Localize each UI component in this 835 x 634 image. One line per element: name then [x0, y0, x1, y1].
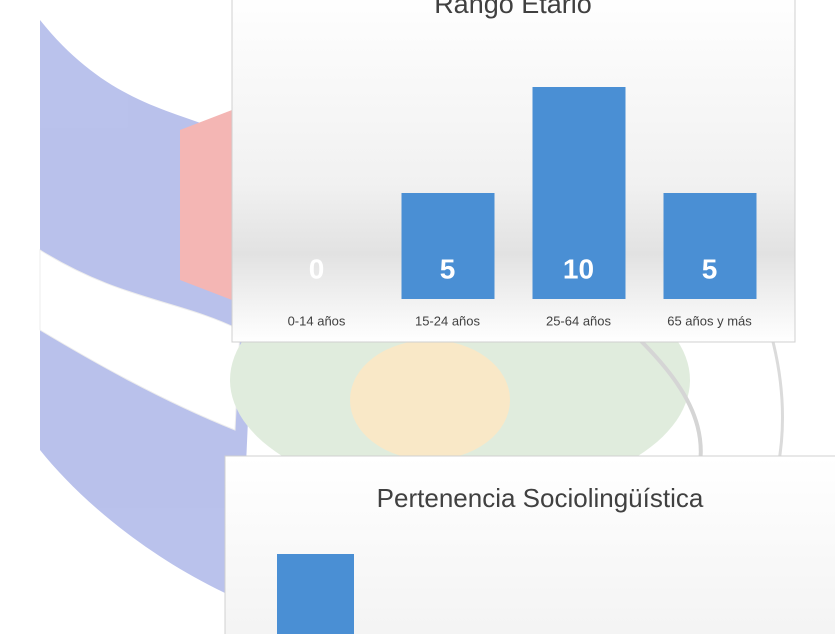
- x-tick-label: 15-24 años: [415, 313, 481, 328]
- data-label: 0: [309, 253, 325, 284]
- x-tick-label: 65 años y más: [667, 313, 752, 328]
- x-tick-label: 25-64 años: [546, 313, 612, 328]
- data-label: 5: [702, 253, 718, 284]
- chart-title: Rango Etario: [434, 0, 592, 19]
- bar: [663, 193, 757, 299]
- chart-title: Pertenencia Sociolingüística: [377, 483, 704, 513]
- bar: [277, 554, 354, 634]
- bar: [532, 87, 626, 299]
- x-tick-label: 0-14 años: [288, 313, 346, 328]
- data-label: 5: [440, 253, 456, 284]
- bar: [401, 193, 495, 299]
- data-label: 10: [563, 253, 594, 284]
